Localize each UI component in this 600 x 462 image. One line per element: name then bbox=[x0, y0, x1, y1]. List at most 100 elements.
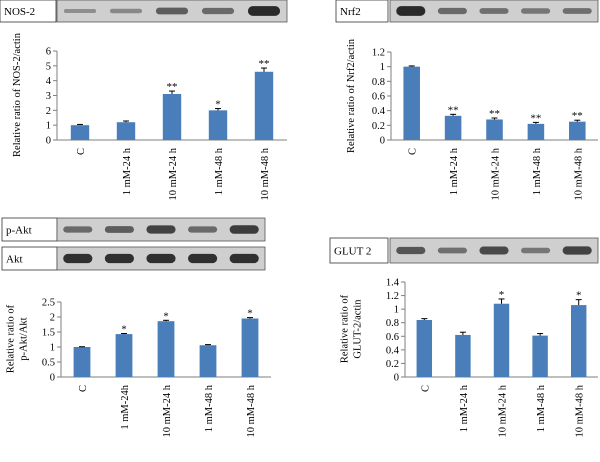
y-tick-label: 1 bbox=[50, 343, 55, 354]
blot-band bbox=[63, 253, 93, 264]
y-tick-label: 0.2 bbox=[372, 121, 385, 132]
bar bbox=[444, 115, 462, 140]
y-tick-label: 1 bbox=[380, 62, 385, 73]
blot-band bbox=[63, 8, 97, 14]
x-tick-label: 1 mM-48 h bbox=[204, 384, 215, 432]
x-tick-label: C bbox=[78, 385, 89, 392]
blot-band bbox=[146, 225, 176, 234]
y-tick-label: 3 bbox=[46, 91, 51, 102]
x-tick-label: 1 mM-24 h bbox=[459, 384, 470, 432]
bar bbox=[199, 345, 217, 377]
y-tick-label: 2.5 bbox=[42, 298, 55, 309]
blot-band bbox=[188, 226, 218, 233]
panel-p-akt: p-Akt Akt 0 0.5 1 1.5 2 2.5 Relative ratio of p-A… bbox=[1, 217, 271, 438]
bar bbox=[115, 334, 133, 377]
x-tick-label: 1 mM-48 h bbox=[214, 147, 225, 195]
bar bbox=[486, 119, 503, 140]
y-axis-label: p-Akt/Akt bbox=[19, 317, 30, 360]
blot-band bbox=[229, 225, 259, 234]
x-tick-label: C bbox=[76, 148, 87, 155]
bar bbox=[527, 123, 545, 140]
blot-band bbox=[104, 226, 134, 233]
x-tick-label: 10 mM-48 h bbox=[575, 384, 586, 437]
blot-label-box bbox=[335, 0, 389, 23]
significance-marker: ** bbox=[489, 108, 500, 120]
blot-band bbox=[104, 253, 134, 264]
blot-label-box bbox=[0, 0, 57, 23]
x-tick-label: C bbox=[408, 148, 419, 155]
bar bbox=[157, 321, 175, 377]
blot-band bbox=[396, 246, 426, 255]
panel-glut-2: GLUT 2 0 0.2 0.4 0.6 0.8 1 1.2 1.4 Relative ratio… bbox=[329, 237, 599, 438]
bar bbox=[532, 335, 548, 377]
blot-band bbox=[437, 247, 467, 254]
bar bbox=[116, 122, 136, 140]
bar bbox=[162, 94, 182, 140]
blot-band bbox=[521, 247, 551, 254]
blot-band bbox=[201, 7, 235, 15]
significance-marker: * bbox=[247, 308, 253, 320]
y-tick-label: 1 bbox=[46, 121, 51, 132]
blot-band bbox=[229, 253, 259, 264]
significance-marker: * bbox=[121, 324, 127, 336]
y-axis-label: Relative ratio of NOS-2/actin bbox=[12, 32, 23, 157]
blot-band bbox=[109, 8, 143, 14]
bar bbox=[70, 125, 90, 140]
bar bbox=[570, 305, 587, 377]
y-tick-label: 1.5 bbox=[42, 328, 55, 339]
blot-band bbox=[146, 253, 176, 264]
blot-label: Nrf2 bbox=[340, 6, 361, 18]
bar bbox=[493, 303, 510, 377]
y-tick-label: 1.4 bbox=[386, 278, 400, 289]
y-tick-label: 0.5 bbox=[42, 358, 55, 369]
y-tick-label: 0.6 bbox=[386, 332, 399, 343]
x-tick-label: 1 mM-48 h bbox=[532, 147, 543, 195]
y-tick-label: 0.2 bbox=[386, 359, 399, 370]
x-tick-label: 10 mM-24 h bbox=[168, 147, 179, 200]
y-tick-label: 2 bbox=[46, 106, 51, 117]
blot-label-box bbox=[329, 237, 389, 264]
y-axis-label: Relative ratio of bbox=[340, 294, 351, 363]
significance-marker: * bbox=[499, 289, 505, 301]
x-tick-label: 10 mM-24 h bbox=[498, 384, 509, 437]
significance-marker: ** bbox=[448, 104, 459, 116]
blot-band bbox=[479, 8, 509, 14]
y-axis-label: Relative ratio of bbox=[6, 304, 17, 373]
blot-band bbox=[155, 7, 189, 15]
blot-label: p-Akt bbox=[6, 225, 32, 237]
y-tick-label: 0.8 bbox=[372, 77, 385, 88]
x-tick-label: 10 mM-48 h bbox=[246, 384, 257, 437]
blot-band bbox=[247, 6, 281, 16]
y-tick-label: 0.6 bbox=[372, 92, 385, 103]
panel-nos-2: NOS-2 0 1 2 3 4 5 6 Relative ratio of NOS-2/acti… bbox=[0, 0, 288, 201]
y-axis-label: GLUT-2/actin bbox=[353, 299, 364, 359]
y-tick-label: 1.2 bbox=[386, 291, 399, 302]
significance-marker: ** bbox=[530, 112, 541, 124]
x-tick-label: 10 mM-48 h bbox=[573, 147, 584, 200]
blot-label: GLUT 2 bbox=[334, 246, 371, 258]
y-tick-label: 6 bbox=[46, 47, 51, 58]
blot-band bbox=[188, 253, 218, 264]
bar bbox=[403, 66, 420, 140]
bar bbox=[73, 347, 91, 377]
x-tick-label: 1 mM-24 h bbox=[449, 147, 460, 195]
significance-marker: ** bbox=[167, 81, 178, 93]
y-tick-label: 1.2 bbox=[372, 48, 385, 59]
bar bbox=[208, 110, 228, 140]
y-tick-label: 0.4 bbox=[372, 106, 386, 117]
bar bbox=[416, 320, 433, 377]
bar bbox=[254, 71, 274, 140]
blot-band bbox=[63, 226, 93, 233]
x-tick-label: 1 mM-48 h bbox=[536, 384, 547, 432]
x-tick-label: C bbox=[420, 385, 431, 392]
blot-band bbox=[396, 6, 426, 16]
blot-label: NOS-2 bbox=[4, 6, 35, 18]
significance-marker: ** bbox=[572, 110, 583, 122]
x-tick-label: 10 mM-48 h bbox=[260, 147, 271, 200]
blot-band bbox=[562, 246, 592, 255]
y-tick-label: 0 bbox=[394, 373, 399, 384]
blot-band bbox=[521, 8, 551, 14]
x-tick-label: 1 mM-24h bbox=[120, 384, 131, 429]
bar bbox=[455, 334, 471, 377]
